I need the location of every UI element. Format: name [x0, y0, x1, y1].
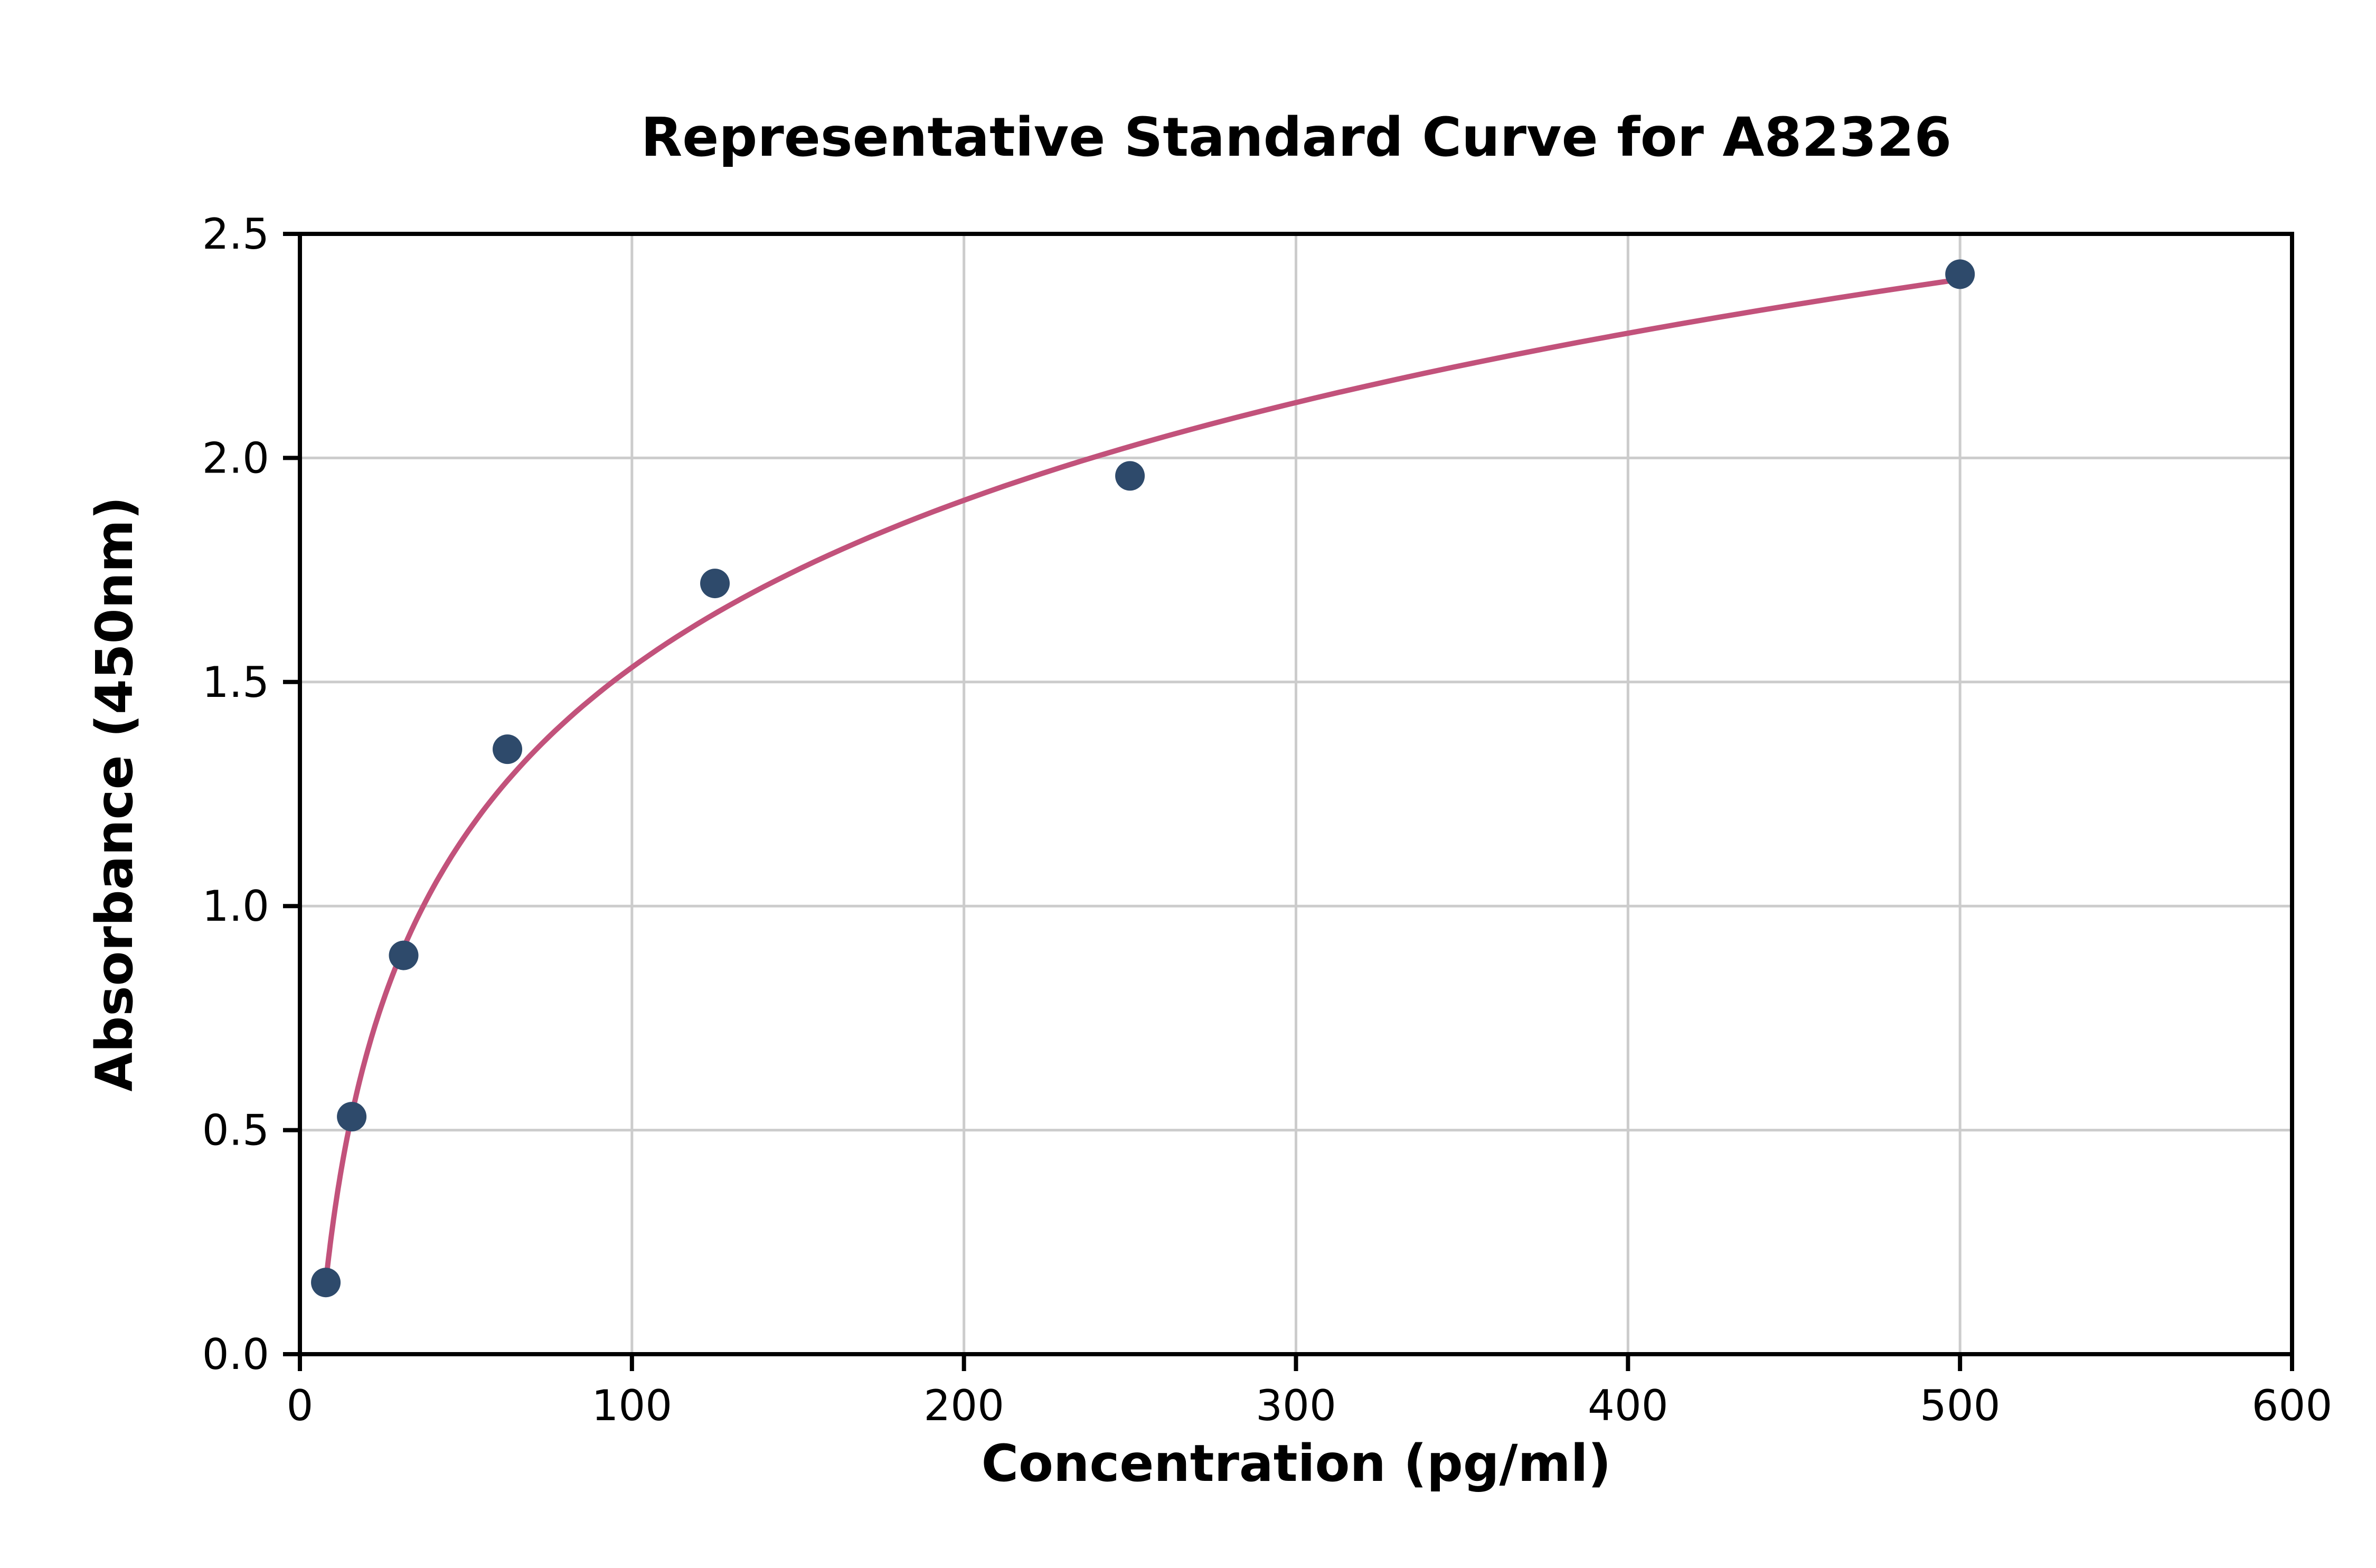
x-tick-label: 400: [1588, 1381, 1668, 1430]
x-tick-label: 0: [287, 1381, 314, 1430]
data-point: [389, 940, 419, 970]
x-tick-label: 100: [591, 1381, 672, 1430]
x-axis-label: Concentration (pg/ml): [982, 1434, 1611, 1493]
data-point: [1945, 259, 1975, 289]
data-point: [700, 569, 730, 599]
y-tick-label: 2.5: [202, 210, 269, 259]
data-points-layer: [311, 259, 1975, 1298]
y-tick-label: 1.0: [202, 882, 269, 931]
data-point: [1115, 461, 1145, 491]
x-tick-label: 200: [923, 1381, 1004, 1430]
fit-curve-layer: [323, 277, 1963, 1286]
y-tick-label: 0.5: [202, 1106, 269, 1155]
tick-marks: [283, 232, 2294, 1371]
chart-title: Representative Standard Curve for A82326: [641, 106, 1952, 169]
data-point: [311, 1268, 341, 1298]
fit-curve-path: [323, 277, 1963, 1286]
data-point: [493, 734, 523, 764]
tick-labels: 0 100 200 300 400 500 600 0.0 0.5 1.0 1.5 2.0 2.5: [202, 210, 2333, 1430]
x-tick-label: 600: [2252, 1381, 2333, 1430]
y-tick-label: 0.0: [202, 1330, 269, 1379]
x-tick-label: 500: [1920, 1381, 2001, 1430]
data-point: [337, 1102, 367, 1132]
y-axis-label: Absorbance (450nm): [85, 496, 144, 1091]
y-tick-label: 1.5: [202, 658, 269, 707]
x-tick-label: 300: [1256, 1381, 1336, 1430]
y-tick-label: 2.0: [202, 433, 269, 483]
